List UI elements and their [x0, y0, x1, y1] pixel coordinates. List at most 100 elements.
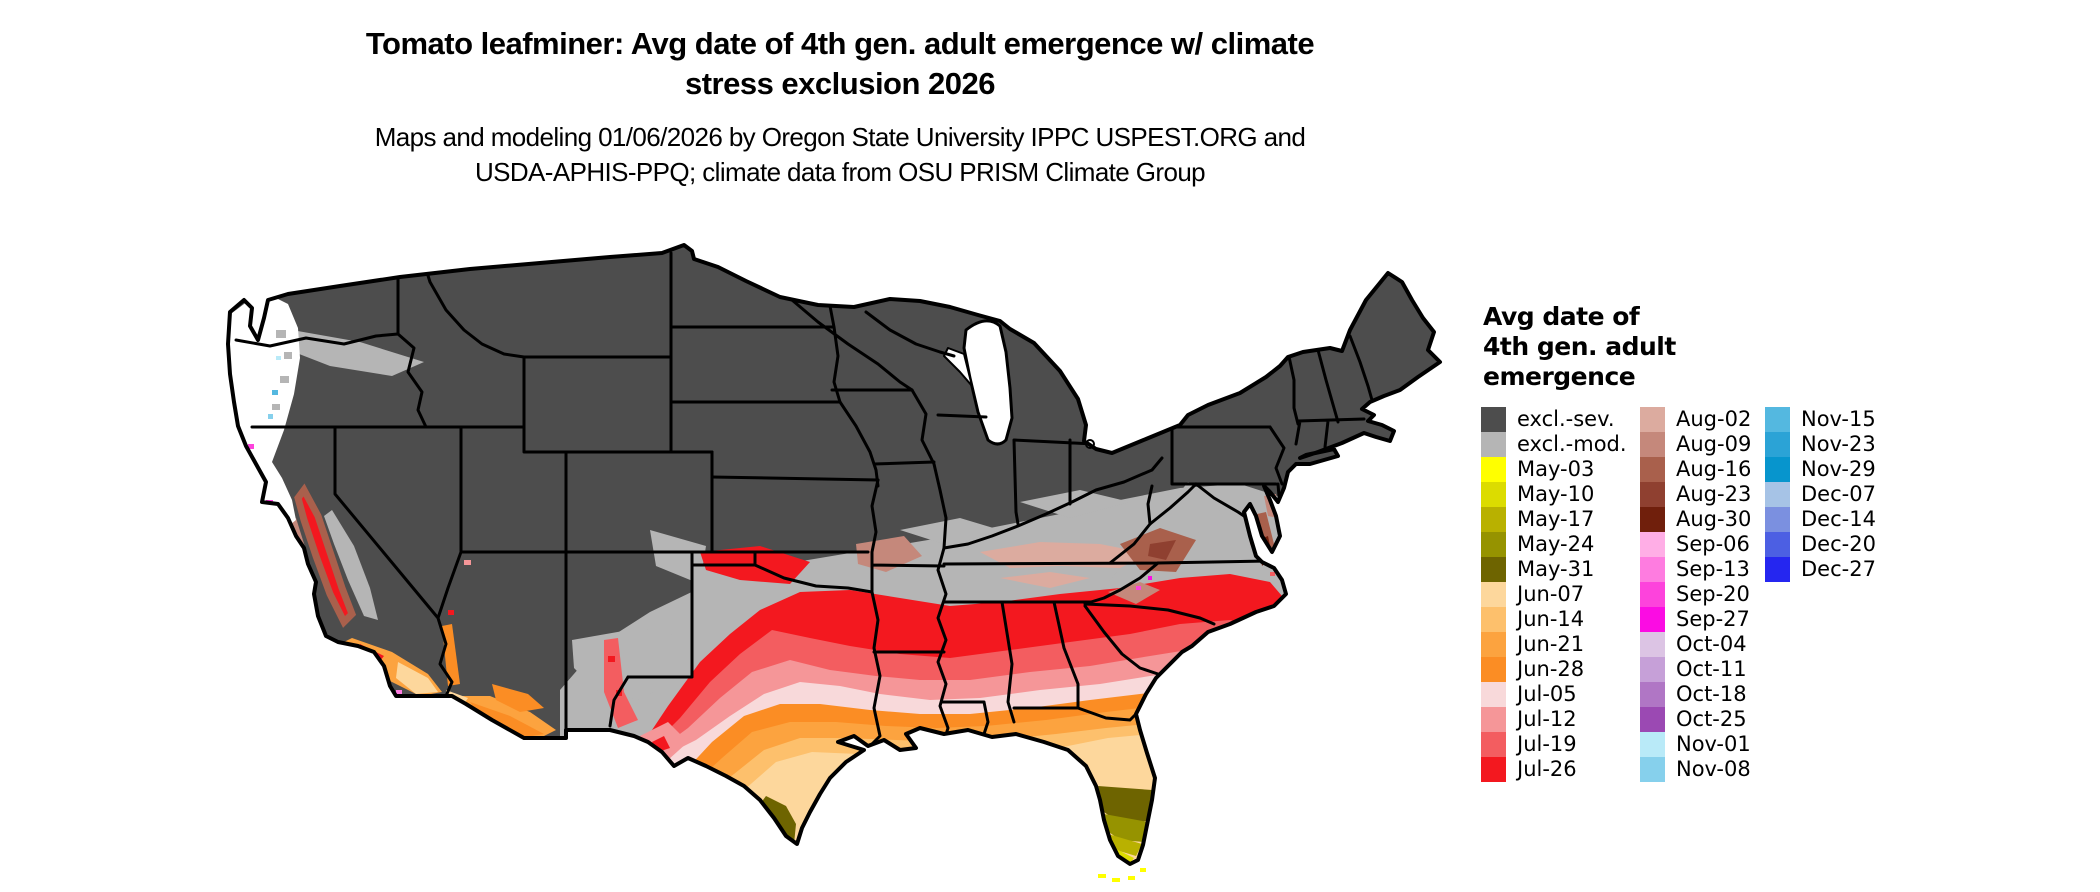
legend-swatch	[1481, 732, 1506, 757]
florida-may24	[1104, 814, 1148, 842]
legend-swatch	[1640, 657, 1665, 682]
speck-coast	[312, 640, 317, 644]
legend-entry: Jul-12	[1481, 707, 1627, 732]
legend-swatch	[1481, 432, 1506, 457]
speck-coast	[282, 532, 288, 537]
legend-entry-label: Jun-07	[1517, 582, 1585, 606]
map-title-line1: Tomato leafminer: Avg date of 4th gen. a…	[365, 26, 1315, 61]
speck-coast	[340, 652, 345, 656]
legend-swatch	[1640, 482, 1665, 507]
socal-desert	[396, 662, 438, 694]
legend-entry-label: Sep-20	[1676, 582, 1750, 606]
legend-swatch	[1481, 757, 1506, 782]
legend-entry-label: Jul-12	[1517, 707, 1577, 731]
legend-swatch	[1765, 507, 1790, 532]
legend-entry-label: Nov-01	[1676, 732, 1751, 756]
legend-entry: Dec-07	[1765, 482, 1876, 507]
legend-swatch	[1481, 407, 1506, 432]
legend-entry-label: Jul-26	[1517, 757, 1577, 781]
legend-swatch	[1481, 532, 1506, 557]
legend-title: Avg date of 4th gen. adult emergence	[1483, 302, 1676, 392]
legend-entry: Oct-18	[1640, 682, 1751, 707]
legend-entry-label: May-10	[1517, 482, 1595, 506]
legend-swatch	[1481, 507, 1506, 532]
colorado-river-strip	[442, 624, 460, 686]
speck-coast	[292, 588, 298, 593]
legend-entry: Aug-02	[1640, 407, 1751, 432]
map-title: Tomato leafminer: Avg date of 4th gen. a…	[170, 24, 1510, 104]
legend-entry-label: Oct-11	[1676, 657, 1747, 681]
pnw-nodata-white	[228, 296, 300, 528]
legend-entry: Nov-23	[1765, 432, 1876, 457]
speck-coast	[252, 490, 258, 495]
speck-wa-gray	[280, 376, 289, 383]
legend-swatch	[1765, 482, 1790, 507]
legend-entry: Jul-19	[1481, 732, 1627, 757]
legend-entry-label: Nov-23	[1801, 432, 1876, 456]
legend-swatch	[1640, 582, 1665, 607]
legend-entry-label: Nov-15	[1801, 407, 1876, 431]
legend-entry-label: Sep-06	[1676, 532, 1750, 556]
aug23-appalachia	[1148, 540, 1176, 560]
speck-ut	[464, 560, 471, 565]
speck-coast	[258, 506, 263, 510]
legend-entry: excl.-sev.	[1481, 407, 1627, 432]
legend-swatch	[1640, 532, 1665, 557]
legend-entry: Oct-25	[1640, 707, 1751, 732]
legend-entry: Oct-11	[1640, 657, 1751, 682]
legend-swatch	[1765, 457, 1790, 482]
legend-column-3: Nov-15 Nov-23 Nov-29 Dec-07 Dec-14 Dec-20 Dec-…	[1765, 407, 1876, 582]
legend-entry-label: Sep-27	[1676, 607, 1750, 631]
legend-entry: May-10	[1481, 482, 1627, 507]
south-texas-may31	[760, 796, 796, 844]
speck-coast	[348, 664, 353, 668]
speck-appalachia	[1148, 576, 1152, 580]
az-border-orange	[470, 702, 544, 738]
map-subtitle-line1: Maps and modeling 01/06/2026 by Oregon S…	[374, 122, 1306, 152]
florida-keys	[1098, 868, 1146, 882]
legend-swatch	[1640, 707, 1665, 732]
legend-entry: Jun-14	[1481, 607, 1627, 632]
legend-swatch	[1481, 682, 1506, 707]
legend-entry: May-03	[1481, 457, 1627, 482]
legend-entry: Jul-26	[1481, 757, 1627, 782]
legend-entry: excl.-mod.	[1481, 432, 1627, 457]
legend-swatch	[1481, 582, 1506, 607]
legend-entry-label: excl.-mod.	[1517, 432, 1627, 456]
legend-entry-label: May-03	[1517, 457, 1595, 481]
legend-entry: Jun-07	[1481, 582, 1627, 607]
legend-swatch	[1640, 407, 1665, 432]
legend-entry: Dec-27	[1765, 557, 1876, 582]
az-phoenix	[492, 684, 544, 712]
speck-wa-gray	[276, 330, 286, 338]
legend-swatch	[1481, 557, 1506, 582]
legend-entry-label: Oct-18	[1676, 682, 1747, 706]
legend-entry-label: Aug-23	[1676, 482, 1752, 506]
speck-coast	[272, 390, 278, 395]
legend-entry: Jul-05	[1481, 682, 1627, 707]
speck-appalachia	[1136, 586, 1141, 590]
sierra-gray	[324, 510, 378, 620]
legend-entry-label: Dec-27	[1801, 557, 1876, 581]
legend-swatch	[1481, 632, 1506, 657]
legend-entry-label: Jul-19	[1517, 732, 1577, 756]
legend-entry: Dec-14	[1765, 507, 1876, 532]
legend-swatch	[1481, 457, 1506, 482]
legend-entry-label: Sep-13	[1676, 557, 1750, 581]
legend-entry: Aug-16	[1640, 457, 1751, 482]
speck-wa-gray	[272, 404, 280, 410]
speck-coast	[274, 516, 280, 521]
legend-title-line3: emergence	[1483, 362, 1636, 391]
legend-swatch	[1640, 507, 1665, 532]
speck-coast	[268, 414, 273, 419]
coastline	[226, 243, 1442, 866]
lake-michigan	[962, 319, 1014, 446]
legend-entry: May-31	[1481, 557, 1627, 582]
legend-title-line1: Avg date of	[1483, 302, 1640, 331]
legend-entry-label: Dec-07	[1801, 482, 1876, 506]
speck-coast	[284, 572, 289, 577]
speck-coast	[396, 690, 402, 694]
legend-entry: Aug-23	[1640, 482, 1751, 507]
